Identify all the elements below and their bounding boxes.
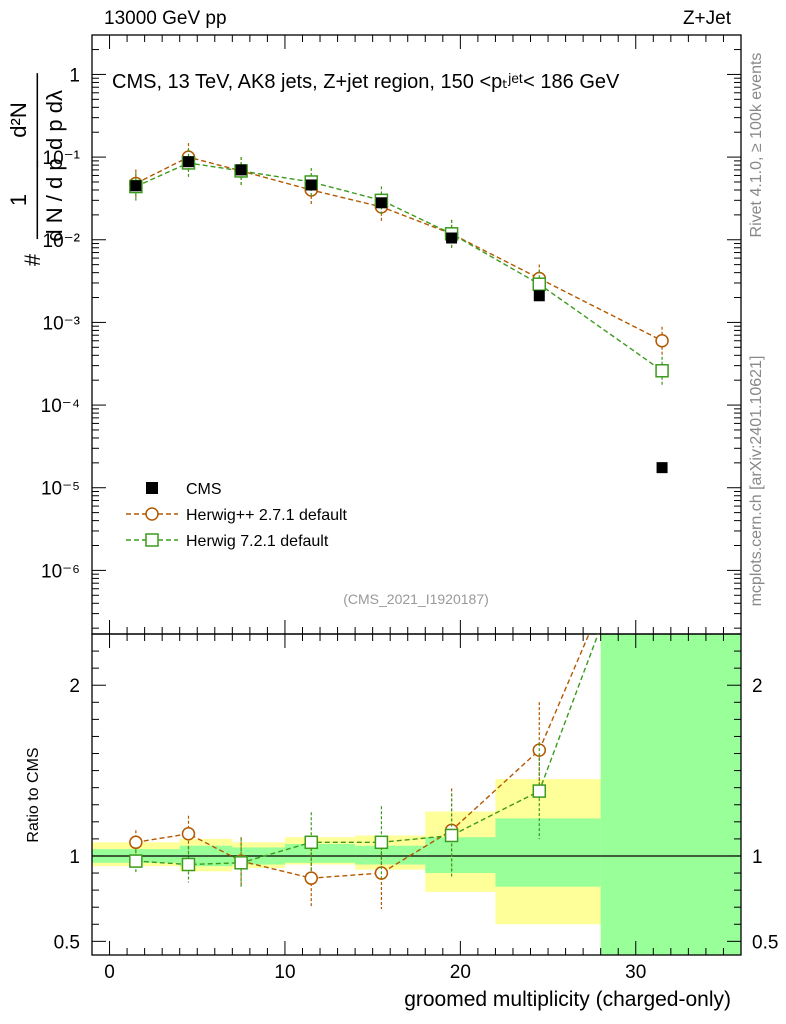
cms-data-point [182, 156, 194, 168]
chart-title: CMS, 13 TeV, AK8 jets, Z+jet region, 150… [112, 71, 620, 93]
header-right: Z+Jet [682, 8, 731, 29]
herwig7-point [655, 364, 669, 378]
y-label-bar2: ────── [24, 73, 49, 168]
y-tick-label: 10⁻⁵ [41, 479, 80, 500]
ratio-frame [91, 633, 742, 956]
legend-herwig7-marker [145, 533, 159, 547]
y-tick-label: 1 [69, 65, 80, 86]
ratio-y-tick-label-right: 0.5 [752, 932, 778, 953]
herwig7-ratio-point [532, 784, 547, 798]
y-axis-label: #1─────d N / d p d²N──────d p dλ [6, 73, 67, 266]
ratio-band-green [284, 844, 356, 863]
x-axis-label: groomed multiplicity (charged-only) [404, 988, 731, 1011]
legend-label: Herwig++ 2.7.1 default [186, 507, 348, 524]
mcplots-source-label: mcplots.cern.ch [arXiv:2401.10621] [748, 355, 765, 607]
ratio-y-tick-label-right: 1 [752, 847, 763, 868]
ratio-band-green [425, 837, 496, 874]
cms-data-point [446, 232, 458, 244]
legend-label: Herwig 7.2.1 default [186, 533, 329, 550]
legend-cms-marker [146, 482, 158, 494]
y-label-one: 1 [6, 194, 31, 206]
ratio-y-tick-label-left: 2 [69, 676, 80, 697]
cms-data-point [235, 164, 247, 176]
y-label-denom: d N / d p [42, 158, 67, 241]
herwigpp-ratio-point [129, 835, 143, 850]
cms-data-point [305, 179, 317, 191]
ratio-y-axis-label: Ratio to CMS [25, 747, 42, 842]
herwig7-ratio-point [374, 835, 389, 850]
cms-data-point [533, 290, 545, 302]
x-tick-label: 10 [274, 962, 295, 983]
series-line-2 [135, 162, 663, 372]
legend-label: CMS [186, 481, 222, 498]
ratio-series-group-1 [129, 634, 590, 910]
ratio-y-tick-label-left: 0.5 [54, 932, 80, 953]
ratio-series-line-2 [135, 634, 599, 866]
header-left: 13000 GeV pp [104, 8, 227, 29]
ratio-y-tick-label-right: 2 [752, 676, 763, 697]
herwigpp-ratio-point [304, 871, 319, 885]
y-label-num: d²N [6, 102, 31, 137]
y-label-bar: ───── [24, 161, 49, 240]
x-tick-label: 30 [625, 962, 646, 983]
rivet-version-label: Rivet 4.1.0, ≥ 100k events [748, 52, 765, 238]
x-tick-label: 0 [104, 962, 115, 983]
herwigpp-ratio-point [181, 827, 196, 841]
y-tick-label: 10⁻⁴ [41, 396, 80, 417]
x-tick-label: 20 [450, 962, 471, 983]
herwig7-ratio-point [129, 854, 143, 868]
legend-herwigpp-marker [145, 507, 159, 521]
herwig7-ratio-point [304, 835, 319, 850]
y-tick-label: 10⁻¹ [43, 148, 81, 169]
cms-data-point [656, 462, 668, 474]
analysis-watermark: (CMS_2021_I1920187) [343, 591, 489, 607]
herwig7-ratio-point [234, 856, 248, 870]
y-label-denom2: d p dλ [42, 90, 67, 150]
series-line-1 [135, 156, 663, 342]
cms-data-point [375, 197, 387, 209]
herwig7-point [532, 277, 547, 291]
herwigpp-point [655, 334, 669, 348]
cms-data-point [130, 180, 142, 192]
y-tick-label: 10⁻³ [43, 313, 81, 334]
y-tick-label: 10⁻² [43, 231, 81, 252]
ratio-series-group-2 [129, 634, 599, 887]
herwig7-ratio-point [181, 857, 196, 872]
ratio-series-line-1 [135, 634, 590, 879]
y-label-hash: # [20, 253, 45, 266]
ratio-band-green [355, 845, 426, 865]
ratio-band-green [495, 818, 601, 887]
herwig7-ratio-point [444, 828, 459, 843]
ratio-y-tick-label-left: 1 [69, 847, 80, 868]
ratio-band-green [600, 634, 741, 955]
y-tick-label: 10⁻⁶ [41, 561, 80, 582]
